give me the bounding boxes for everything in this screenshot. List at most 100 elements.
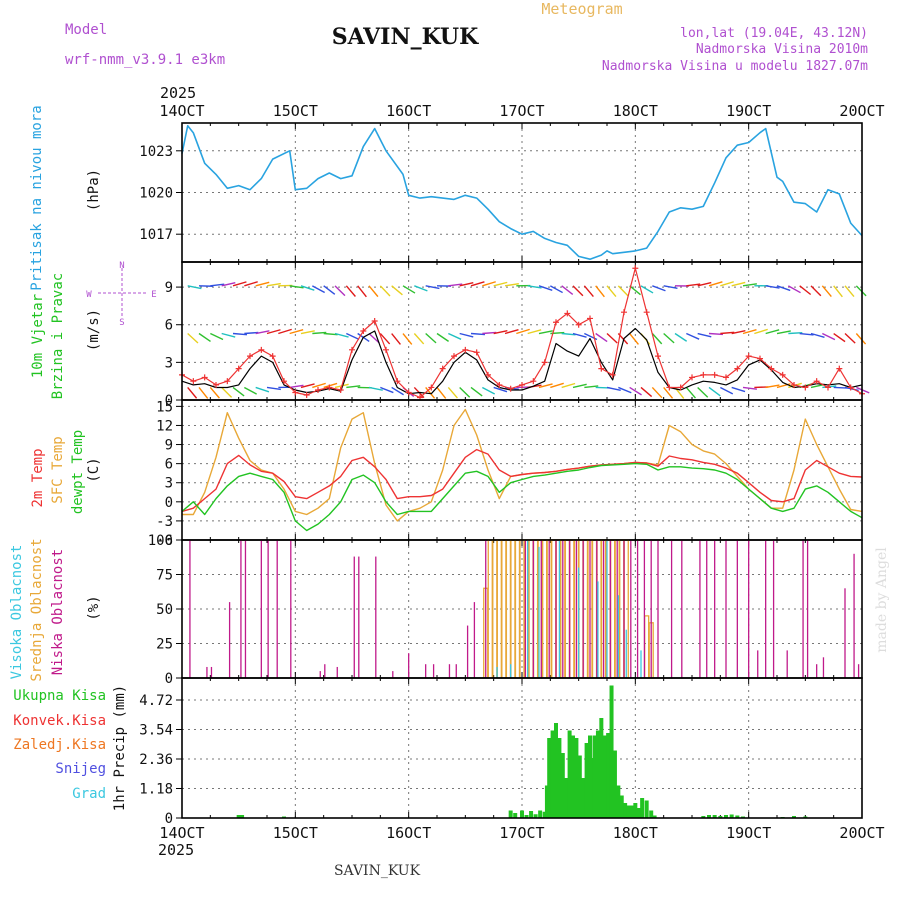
bottom-tick-label: 17OCT (499, 824, 544, 842)
wind-arrow (618, 386, 632, 394)
precip-bar (542, 811, 547, 818)
precip-bar (729, 814, 734, 818)
wind-arrow (357, 285, 367, 298)
wind-arrow (448, 283, 463, 287)
bottom-tick-label: 19OCT (726, 824, 771, 842)
precip-bar (609, 685, 614, 818)
precip-bar (595, 730, 600, 818)
wind-arrow (686, 283, 701, 287)
wind-arrow (244, 281, 258, 287)
wind-gust-marker (337, 386, 344, 393)
y-tick-label: 2.36 (139, 752, 173, 768)
station-title: SAVIN_KUK (332, 24, 479, 50)
wind-gust-marker (383, 346, 389, 353)
wind-arrow (210, 283, 225, 287)
legend-snijeg: Snijeg (55, 761, 106, 777)
wind-unit: (m/s) (86, 309, 102, 351)
wind-arrow (459, 386, 471, 398)
y-tick-label: 75 (156, 568, 173, 584)
wind-gust-marker (643, 309, 650, 316)
wind-arrow (583, 285, 594, 297)
wind-ylabel-2: Brzina i Pravac (50, 273, 66, 399)
credit-watermark: made by Angel (874, 547, 890, 653)
compass-s: S (119, 318, 124, 328)
wind-gust-marker (553, 319, 559, 326)
temp-ylabel-2m: 2m Temp (30, 448, 46, 507)
top-axis-ticks: 14OCT 15OCT 16OCT 17OCT 18OCT 19OCT 20OCT (159, 102, 884, 120)
y-tick-label: 15 (156, 399, 173, 415)
mid-cloud-bar (519, 539, 525, 678)
wind-arrow (470, 281, 485, 287)
wind-arrow (742, 386, 757, 390)
cloud-ylabel-low: Niska Oblacnost (50, 549, 66, 675)
wind-arrow (720, 331, 735, 335)
wind-gust-marker (779, 371, 786, 378)
y-tick-label: 9 (165, 438, 173, 454)
wind-arrow (561, 382, 576, 389)
bottom-axis-ticks: 14OCT 15OCT 16OCT 17OCT 18OCT 19OCT 20OCT (159, 824, 884, 842)
mid-cloud-bar (487, 539, 493, 678)
precip-bar (571, 735, 575, 818)
wind-arrow (810, 332, 825, 338)
precip-bar (581, 778, 586, 818)
y-tick-label: 12 (156, 418, 173, 434)
wind-gust-marker (587, 315, 593, 322)
wind-gust-marker (247, 353, 253, 360)
wind-arrow (697, 281, 712, 287)
precip-bar (588, 735, 592, 818)
wind-gust-marker (734, 365, 741, 372)
wind-arrow (289, 329, 304, 335)
wind-arrow (651, 333, 663, 345)
wind-arrow (323, 382, 338, 389)
wind-gust-marker (802, 384, 809, 391)
precip-bar (633, 803, 638, 818)
mid-cloud-bar (505, 539, 512, 678)
wind-gust-marker (700, 371, 707, 378)
wind-arrow (742, 283, 757, 287)
wind-arrow (300, 285, 315, 291)
y-tick-label: 4.72 (139, 693, 173, 709)
wind-arrow (232, 386, 245, 397)
legend-grad: Grad (72, 786, 106, 802)
wind-arrow (289, 285, 304, 289)
wind-arrow (731, 386, 746, 393)
wind-arrow (765, 329, 780, 335)
wind-arrow (606, 285, 617, 298)
wind-arrow (255, 330, 270, 335)
mid-cloud-bar (542, 539, 548, 678)
y-tick-label: 0 (165, 671, 173, 687)
wind-arrow (323, 332, 338, 336)
wind-gust-marker (224, 378, 231, 385)
wind-arrow (742, 328, 757, 335)
wind-gust-marker (405, 389, 412, 396)
wind-arrow (640, 285, 654, 294)
wind-arrow (482, 331, 497, 335)
wind-arrow (244, 386, 257, 395)
bottom-tick-label: 14OCT (159, 824, 204, 842)
wind-arrow (504, 329, 519, 335)
year-label-bottom: 2025 (158, 841, 194, 859)
sfc-temp-line (182, 408, 863, 522)
compass-n: N (119, 261, 124, 271)
wind-gust-marker (847, 384, 854, 391)
compass-rose: N E W S (86, 261, 156, 328)
precip-bar (560, 753, 565, 818)
wind-arrow (425, 387, 436, 399)
wind-gust-marker (292, 389, 299, 396)
legend-ukupna: Ukupna Kisa (13, 688, 106, 704)
model-elevation-label: Nadmorska Visina u modelu 1827.07m (602, 59, 868, 74)
wind-arrow (674, 332, 688, 342)
cloud-panel: 0 25 50 75 100 (148, 533, 863, 687)
wind-arrow (210, 332, 224, 341)
coords-label: lon,lat (19.04E, 43.12N) (680, 26, 868, 41)
wind-arrow (617, 285, 629, 297)
precip-bar (629, 805, 634, 818)
bottom-tick-label: 16OCT (386, 824, 431, 842)
wind-gust-marker (609, 371, 616, 378)
y-tick-label: 3 (165, 476, 173, 492)
wind-arrow (323, 285, 336, 295)
mid-cloud-bar (569, 539, 575, 678)
mid-cloud-bar (501, 539, 507, 678)
cloud-ylabel-high: Visoka Oblacnost (9, 545, 25, 680)
wind-arrow (708, 281, 723, 287)
